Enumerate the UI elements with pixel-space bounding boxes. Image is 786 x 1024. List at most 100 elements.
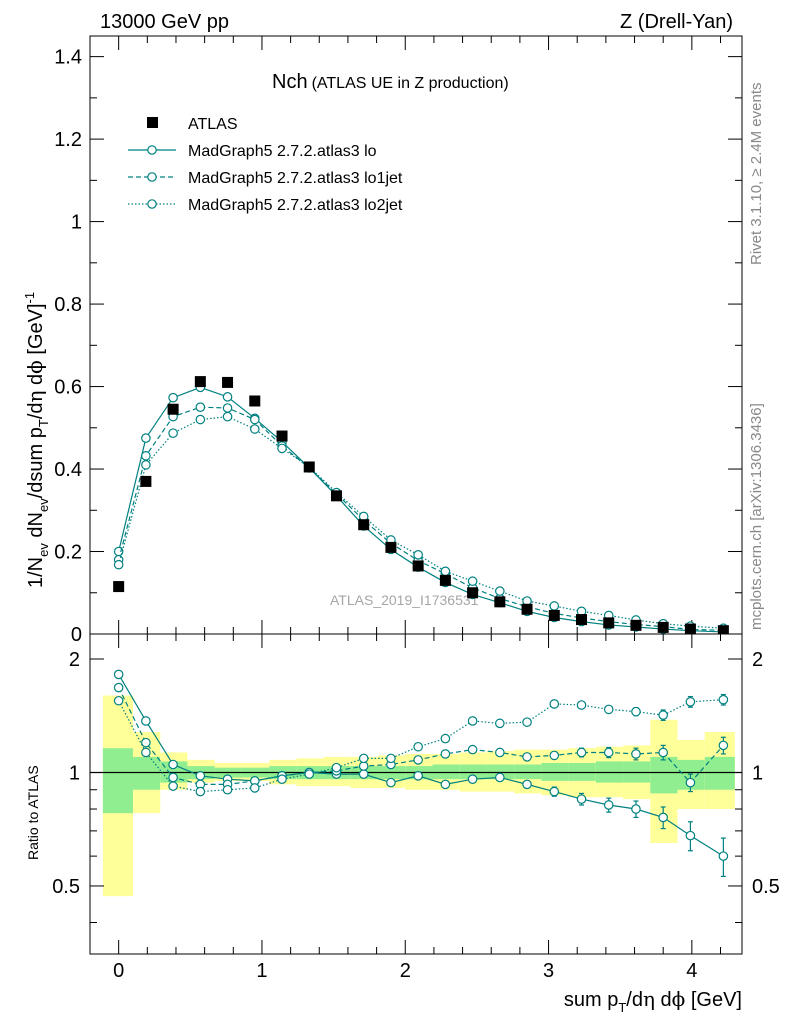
data-point <box>222 376 234 388</box>
ratio-series-group <box>113 669 729 878</box>
ratio-series-point-2 <box>141 747 151 758</box>
ratio-series-point-0 <box>522 779 532 790</box>
rivet-label: Rivet 3.1.10, ≥ 2.4M events <box>748 83 765 266</box>
data-point <box>717 625 729 637</box>
main-series-point-0 <box>222 392 233 402</box>
ratio-series-point-1 <box>685 777 696 788</box>
data-point <box>603 617 615 629</box>
main-series-point-2 <box>467 576 478 587</box>
main-ytick-label: 0.6 <box>54 377 82 399</box>
xtick-label: 2 <box>400 960 411 982</box>
ratio-series-point-0 <box>576 794 587 804</box>
ratio-series-point-0 <box>168 759 178 770</box>
ratio-series-point-0 <box>386 777 396 788</box>
band-inner <box>432 764 460 780</box>
ratio-series-point-0 <box>603 800 614 810</box>
ratio-series-point-2 <box>467 716 478 726</box>
ratio-series-point-2 <box>358 753 369 764</box>
ratio-series-point-2 <box>222 784 233 795</box>
ratio-series-point-2 <box>249 783 260 793</box>
ratio-series-point-0 <box>141 716 151 726</box>
ratio-series-point-1 <box>413 755 423 765</box>
main-ytick-label: 1.4 <box>54 47 82 69</box>
main-ylabel: 1/Nev dNev/dsum pT/dη dϕ [GeV]-1 <box>22 292 51 588</box>
main-series-point-2 <box>222 411 233 422</box>
main-series-point-1 <box>195 402 206 412</box>
band-inner <box>486 764 515 780</box>
ratio-series-point-1 <box>141 737 151 748</box>
data-point <box>194 376 206 388</box>
ratio-series-point-1 <box>631 749 641 759</box>
xtick-label: 1 <box>256 960 267 982</box>
ratio-series-point-1 <box>549 750 560 761</box>
main-series-point-2 <box>549 601 560 611</box>
xtick-label: 4 <box>686 960 697 982</box>
main-ytick-label: 0.4 <box>54 459 82 481</box>
main-plot-panel: 0 0.2 0.4 0.6 0.8 1 1.2 1.4 ATLAS_2019_I1736531… <box>22 35 743 646</box>
ratio-series-point-0 <box>467 774 478 784</box>
main-axis-ticks: 0 0.2 0.4 0.6 0.8 1 1.2 1.4 <box>54 36 742 646</box>
ratio-axis-ticks: 0.5 0.5 1 1 2 2 0 1 2 3 4 <box>52 634 780 982</box>
main-series-point-2 <box>413 550 423 560</box>
legend-marker-lo1jet <box>147 172 157 182</box>
watermark: ATLAS_2019_I1736531 <box>330 592 479 608</box>
main-series-line-2 <box>118 416 724 629</box>
ratio-ytick-label: 2 <box>69 649 80 671</box>
legend-label-lo2jet: MadGraph5 2.7.2.atlas3 lo2jet <box>188 197 403 214</box>
legend: ATLAS MadGraph5 2.7.2.atlas3 lo MadGraph… <box>128 116 403 214</box>
ratio-series-point-1 <box>113 682 124 693</box>
ratio-series-point-0 <box>413 770 423 781</box>
ratio-series-point-1 <box>467 744 478 755</box>
band-inner <box>102 748 133 814</box>
data-point <box>140 475 152 487</box>
ratio-series-point-2 <box>658 710 668 720</box>
ratio-series-point-0 <box>631 804 641 814</box>
main-title: Nch (ATLAS UE in Z production) <box>272 71 509 93</box>
main-ytick-label: 0.2 <box>54 542 82 564</box>
main-ytick-label: 0.8 <box>54 294 82 316</box>
legend-label-data: ATLAS <box>188 116 238 133</box>
main-series-point-2 <box>277 443 287 454</box>
ratio-series-point-1 <box>718 740 729 751</box>
ratio-series-point-2 <box>685 696 696 707</box>
x-axis-label: sum pT/dη dϕ [GeV] <box>564 987 742 1015</box>
data-point <box>167 403 179 415</box>
band-inner <box>459 764 487 780</box>
main-series-point-1 <box>141 451 151 461</box>
ratio-series-point-2 <box>304 769 315 779</box>
data-point <box>521 603 533 615</box>
ratio-series-point-1 <box>603 747 614 758</box>
ratio-series-point-0 <box>718 851 729 861</box>
header-left: 13000 GeV pp <box>100 11 229 33</box>
band-inner <box>132 756 161 790</box>
legend-marker-data <box>147 117 158 128</box>
main-series-point-2 <box>113 559 124 570</box>
main-title-sub: (ATLAS UE in Z production) <box>312 75 509 92</box>
ratio-series-point-2 <box>718 694 729 705</box>
data-point <box>358 519 370 531</box>
main-ytick-label: 1 <box>71 212 82 234</box>
ratio-series-point-2 <box>549 699 560 709</box>
band-inner <box>704 756 735 790</box>
main-series-point-2 <box>495 586 505 596</box>
data-point <box>330 490 342 502</box>
main-title-main: Nch <box>272 71 308 93</box>
ratio-series-point-2 <box>113 695 124 706</box>
main-series-point-0 <box>168 392 178 403</box>
ratio-series-point-0 <box>549 786 560 797</box>
ratio-series-point-2 <box>277 774 287 784</box>
ratio-series-point-2 <box>576 700 587 710</box>
main-data-points <box>113 376 729 637</box>
ratio-series-point-1 <box>658 747 668 758</box>
main-series-point-1 <box>222 403 233 413</box>
data-point <box>439 574 451 586</box>
data-point <box>467 587 479 599</box>
ratio-series-point-2 <box>195 786 206 797</box>
main-series-point-2 <box>440 566 451 577</box>
data-point <box>548 609 560 621</box>
data-point <box>303 461 315 473</box>
ratio-series-point-2 <box>440 733 451 744</box>
ratio-series-point-2 <box>522 717 532 727</box>
ratio-series-point-2 <box>631 706 641 717</box>
